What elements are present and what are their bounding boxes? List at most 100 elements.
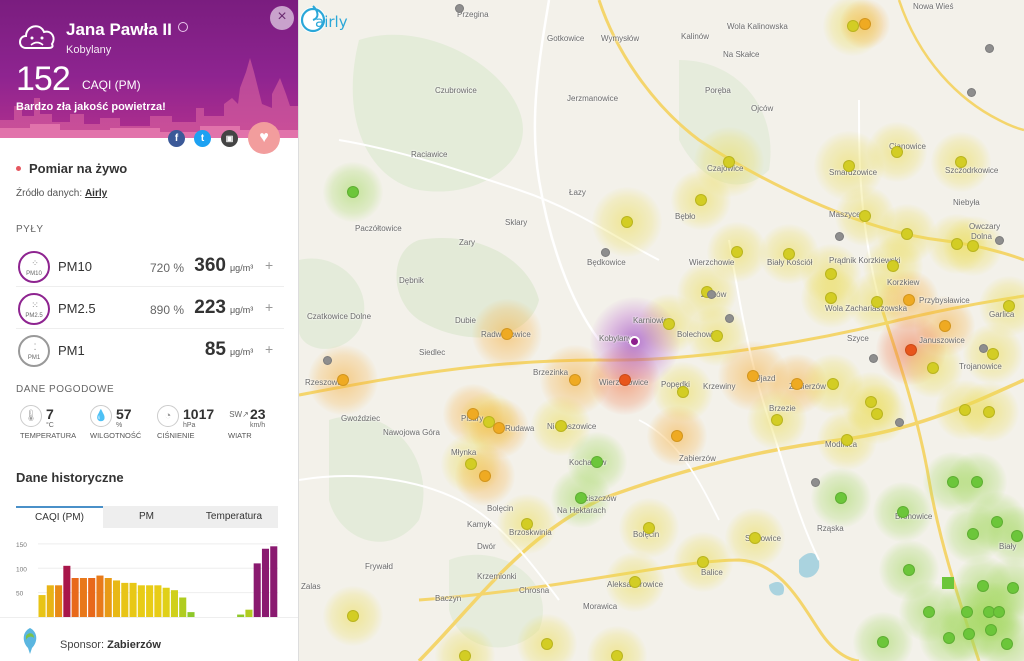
sensor-marker[interactable]: [841, 434, 853, 446]
sensor-marker[interactable]: [977, 580, 989, 592]
sensor-marker[interactable]: [611, 650, 623, 661]
sensor-marker[interactable]: [887, 260, 899, 272]
sensor-marker[interactable]: [643, 522, 655, 534]
sensor-marker[interactable]: [479, 470, 491, 482]
sensor-marker[interactable]: [521, 518, 533, 530]
sensor-marker[interactable]: [663, 318, 675, 330]
chart-bar[interactable]: [112, 580, 121, 617]
sensor-marker[interactable]: [569, 374, 581, 386]
offline-sensor-marker[interactable]: [966, 87, 976, 97]
sensor-marker[interactable]: [1011, 530, 1023, 542]
pm10-row[interactable]: ⁘ PM10 PM10 720 % 360 μg/m³ +: [16, 247, 284, 287]
tab-caqi-pm[interactable]: CAQI (PM): [16, 506, 103, 528]
sensor-marker[interactable]: [1007, 582, 1019, 594]
offline-sensor-marker[interactable]: [810, 477, 820, 487]
pm1-row[interactable]: ⁚ PM1 PM1 85 μg/m³ +: [16, 331, 284, 371]
sensor-marker[interactable]: [771, 414, 783, 426]
sensor-marker[interactable]: [791, 378, 803, 390]
sensor-marker[interactable]: [927, 362, 939, 374]
sensor-marker[interactable]: [483, 416, 495, 428]
sensor-marker[interactable]: [697, 556, 709, 568]
sensor-marker[interactable]: [859, 18, 871, 30]
chart-bar[interactable]: [154, 585, 162, 617]
sponsor-logo[interactable]: [18, 626, 42, 656]
sensor-marker[interactable]: [991, 516, 1003, 528]
sensor-marker[interactable]: [467, 408, 479, 420]
chart-bar[interactable]: [96, 575, 104, 617]
sensor-square-marker[interactable]: [942, 577, 954, 589]
sensor-marker[interactable]: [459, 650, 471, 661]
embed-widget-button[interactable]: ▣: [221, 130, 238, 147]
sensor-marker[interactable]: [877, 636, 889, 648]
sensor-marker[interactable]: [939, 320, 951, 332]
sensor-marker[interactable]: [621, 216, 633, 228]
sensor-marker[interactable]: [847, 20, 859, 32]
sensor-marker[interactable]: [871, 296, 883, 308]
sensor-marker[interactable]: [959, 404, 971, 416]
sensor-marker[interactable]: [967, 240, 979, 252]
chart-bar[interactable]: [79, 578, 87, 617]
sensor-marker[interactable]: [985, 624, 997, 636]
sensor-marker[interactable]: [783, 248, 795, 260]
sensor-marker[interactable]: [963, 628, 975, 640]
twitter-share-button[interactable]: t: [194, 130, 211, 147]
offline-sensor-marker[interactable]: [978, 343, 988, 353]
expand-plus-icon[interactable]: +: [265, 341, 274, 357]
chart-bar[interactable]: [104, 578, 112, 617]
chart-bar[interactable]: [170, 590, 178, 617]
offline-sensor-marker[interactable]: [894, 417, 904, 427]
sensor-marker[interactable]: [891, 146, 903, 158]
sensor-marker[interactable]: [923, 606, 935, 618]
sensor-marker[interactable]: [723, 156, 735, 168]
sensor-marker[interactable]: [843, 160, 855, 172]
sensor-marker[interactable]: [575, 492, 587, 504]
sensor-marker[interactable]: [835, 492, 847, 504]
sensor-marker[interactable]: [943, 632, 955, 644]
chart-bar[interactable]: [245, 609, 253, 617]
sensor-marker[interactable]: [961, 606, 973, 618]
sensor-marker[interactable]: [983, 406, 995, 418]
tab-temperature[interactable]: Temperatura: [190, 506, 278, 528]
sensor-marker[interactable]: [825, 268, 837, 280]
chart-bar[interactable]: [129, 582, 137, 617]
sensor-marker[interactable]: [747, 370, 759, 382]
sensor-marker[interactable]: [541, 638, 553, 650]
sensor-marker[interactable]: [501, 328, 513, 340]
sensor-marker[interactable]: [865, 396, 877, 408]
sensor-marker[interactable]: [629, 576, 641, 588]
expand-plus-icon[interactable]: +: [265, 299, 274, 315]
sensor-marker[interactable]: [871, 408, 883, 420]
sensor-marker[interactable]: [347, 186, 359, 198]
offline-sensor-marker[interactable]: [600, 247, 610, 257]
chart-bar[interactable]: [38, 595, 46, 617]
chart-bar[interactable]: [63, 565, 71, 617]
sensor-marker[interactable]: [711, 330, 723, 342]
facebook-share-button[interactable]: f: [168, 130, 185, 147]
chart-bar[interactable]: [162, 587, 170, 617]
offline-sensor-marker[interactable]: [994, 235, 1004, 245]
tab-pm[interactable]: PM: [103, 506, 190, 528]
sensor-marker[interactable]: [671, 430, 683, 442]
sensor-marker[interactable]: [825, 292, 837, 304]
chart-bar[interactable]: [187, 612, 195, 617]
sensor-marker[interactable]: [897, 506, 909, 518]
offline-sensor-marker[interactable]: [322, 355, 332, 365]
offline-sensor-marker[interactable]: [868, 353, 878, 363]
sensor-marker[interactable]: [591, 456, 603, 468]
sensor-marker[interactable]: [555, 420, 567, 432]
sensor-marker[interactable]: [947, 476, 959, 488]
sensor-marker[interactable]: [903, 294, 915, 306]
chart-bar[interactable]: [88, 578, 96, 617]
chart-bar[interactable]: [261, 548, 270, 617]
sensor-marker[interactable]: [903, 564, 915, 576]
offline-sensor-marker[interactable]: [834, 231, 844, 241]
sensor-marker[interactable]: [827, 378, 839, 390]
chart-bar[interactable]: [253, 563, 261, 617]
sensor-marker[interactable]: [749, 532, 761, 544]
pm25-row[interactable]: ⁙ PM2.5 PM2.5 890 % 223 μg/m³ +: [16, 289, 284, 329]
chart-bar[interactable]: [146, 585, 154, 617]
sensor-marker[interactable]: [1001, 638, 1013, 650]
favorite-heart-button[interactable]: ♥: [248, 122, 280, 154]
sensor-marker[interactable]: [993, 606, 1005, 618]
offline-sensor-marker[interactable]: [454, 3, 464, 13]
